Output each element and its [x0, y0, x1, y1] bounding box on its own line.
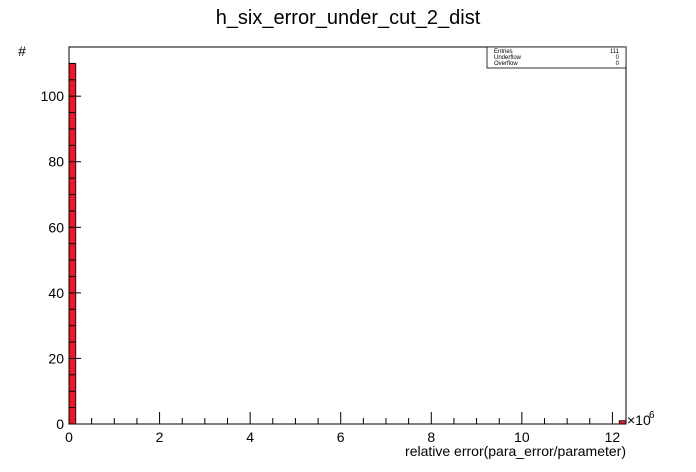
y-tick-label: 80 [48, 154, 64, 170]
stats-label: Underflow [494, 55, 522, 61]
x-tick-label: 6 [337, 429, 345, 445]
x-tick-label: 4 [246, 429, 254, 445]
x-tick-label: 0 [65, 429, 73, 445]
tick-labels-group: 0 2 4 6 8 10 12 0 20 40 60 80 100 [41, 88, 621, 445]
x-tick-label: 8 [427, 429, 435, 445]
x-axis-label: relative error(para_error/parameter) [405, 443, 626, 459]
stats-label: Overflow [494, 61, 518, 67]
x-multiplier-base: ×10 [627, 412, 651, 428]
x-multiplier-exponent: 6 [649, 410, 655, 421]
y-axis-label: # [18, 43, 26, 59]
stats-label: Entries [494, 49, 513, 55]
stats-box: Entries 111 Underflow 0 Overflow 0 [486, 46, 627, 69]
y-tick-label: 60 [48, 219, 64, 235]
stats-value: 0 [616, 61, 620, 67]
x-tick-label: 12 [605, 429, 621, 445]
y-tick-label: 100 [41, 88, 65, 104]
stats-value: 111 [610, 49, 620, 55]
plot-frame [68, 46, 627, 425]
stats-value: 0 [616, 55, 620, 61]
y-tick-label: 20 [48, 350, 64, 366]
x-tick-label: 2 [156, 429, 164, 445]
stats-box-frame [486, 46, 627, 69]
chart-title: h_six_error_under_cut_2_dist [216, 7, 481, 29]
ticks-group [68, 46, 613, 425]
y-tick-label: 40 [48, 285, 64, 301]
x-multiplier: ×10 6 [627, 410, 655, 428]
x-tick-label: 10 [514, 429, 530, 445]
y-tick-label: 0 [56, 416, 64, 432]
